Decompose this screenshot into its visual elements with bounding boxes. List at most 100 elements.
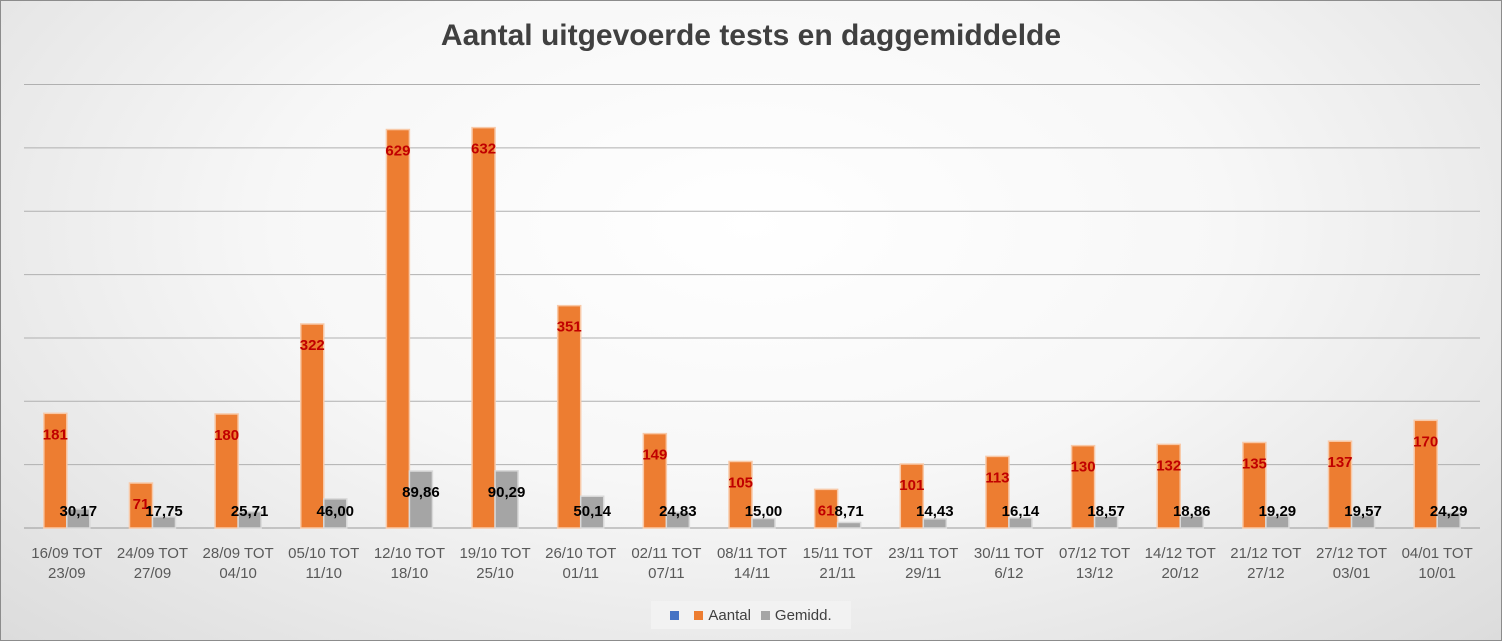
bar-aantal [1327,440,1353,529]
bar-aantal [385,128,411,529]
data-label-aantal: 113 [985,469,1009,486]
bar-gemidd [579,495,605,529]
x-tick-label: 07/12 TOT 13/12 [1059,545,1130,582]
x-tick-label: 21/12 TOT 27/12 [1230,545,1301,582]
x-tick-label-line: 20/12 [1161,565,1199,582]
data-label-gemidd: 18,57 [1087,503,1125,520]
data-label-gemidd: 89,86 [402,484,440,501]
bar-aantal [471,126,496,529]
bar-gemidd [836,521,862,529]
x-tick-label-line: 04/01 TOT [1402,545,1473,562]
bar-aantal [556,304,582,529]
x-tick-label-line: 02/11 TOT [631,545,701,562]
legend-swatch-aantal [694,610,704,620]
x-tick-label-line: 27/12 TOT [1316,545,1387,562]
x-tick-label-line: 6/12 [994,565,1023,582]
bar-aantal [813,488,839,529]
bar-gemidd [1179,515,1204,529]
bar-gemidd [922,518,948,529]
data-label-aantal: 629 [385,143,410,160]
bar-gemidd [751,517,776,529]
data-label-gemidd: 24,29 [1430,503,1468,520]
bar-gemidd [1008,517,1033,529]
data-label-gemidd: 19,29 [1259,503,1297,520]
bar-aantal [642,432,668,529]
data-label-aantal: 135 [1242,455,1267,472]
x-tick-label-line: 03/01 [1333,565,1371,582]
x-tick-label-line: 05/10 TOT [288,545,359,562]
legend-label-gemidd: Gemidd. [774,606,832,624]
x-tick-label-line: 12/10 TOT [374,545,445,562]
data-label-gemidd: 46,00 [316,503,354,520]
data-label-aantal: 132 [1156,457,1181,474]
data-label-gemidd: 90,29 [488,484,526,501]
bar-gemidd [1350,514,1376,529]
chart-legend: Aantal Gemidd. [651,601,851,629]
data-label-aantal: 632 [471,141,496,158]
x-tick-label: 24/09 TOT 27/09 [117,545,188,582]
x-tick-label-line: 14/11 [734,565,770,582]
data-label-aantal: 105 [728,474,753,491]
x-tick-label-line: 15/11 TOT [803,545,873,562]
data-label-gemidd: 15,00 [745,503,783,520]
bar-aantal [300,323,325,529]
x-tick-label-line: 18/10 [391,565,429,582]
x-tick-label-line: 16/09 TOT [31,545,102,562]
x-tick-label-line: 07/11 [648,565,684,582]
data-label-aantal: 181 [43,426,68,443]
data-label-aantal: 351 [557,319,582,336]
x-tick-label: 04/01 TOT 10/01 [1402,545,1473,582]
data-label-gemidd: 8,71 [835,503,864,520]
data-label-aantal: 149 [642,447,667,464]
x-tick-label: 12/10 TOT 18/10 [374,545,445,582]
legend-swatch-gemidd [760,610,770,620]
x-tick-label-line: 24/09 TOT [117,545,188,562]
data-label-gemidd: 14,43 [916,503,954,520]
x-tick-label-line: 30/11 TOT [974,545,1044,562]
data-label-aantal: 101 [899,477,924,494]
data-label-gemidd: 50,14 [573,503,611,520]
x-tick-label-line: 19/10 TOT [459,545,530,562]
bar-gemidd [1436,511,1461,529]
x-tick-label: 23/11 TOT 29/11 [888,545,958,582]
bar-aantal [1242,441,1267,529]
bar-gemidd [1265,515,1290,529]
x-tick-label-line: 27/09 [134,565,172,582]
bar-aantal [899,463,925,529]
x-tick-label: 30/11 TOT 6/12 [974,545,1044,582]
data-label-aantal: 130 [1071,459,1096,476]
bar-aantal [985,455,1010,529]
data-label-gemidd: 16,14 [1002,503,1040,520]
data-label-gemidd: 19,57 [1344,503,1382,520]
data-label-gemidd: 25,71 [231,503,269,520]
x-tick-label-line: 21/11 [819,565,855,582]
x-tick-label: 28/09 TOT 04/10 [203,545,274,582]
x-tick-label: 08/11 TOT 14/11 [717,545,787,582]
data-label-gemidd: 17,75 [145,503,183,520]
bar-aantal [43,412,68,529]
x-tick-label: 16/09 TOT 23/09 [31,545,102,582]
x-tick-label-line: 23/09 [48,565,86,582]
x-tick-label-line: 13/12 [1076,565,1114,582]
x-tick-label-line: 01/11 [562,565,598,582]
bar-gemidd [151,516,177,529]
bar-aantal [728,460,753,529]
x-tick-label-line: 11/10 [306,565,342,582]
x-tick-label-line: 25/10 [476,565,514,582]
data-label-aantal: 322 [300,337,325,354]
x-tick-label-line: 28/09 TOT [203,545,274,562]
x-tick-label: 14/12 TOT 20/12 [1145,545,1216,582]
data-label-aantal: 180 [214,427,239,444]
x-tick-label: 19/10 TOT 25/10 [459,545,530,582]
data-label-aantal: 170 [1413,433,1438,450]
chart-title: Aantal uitgevoerde tests en daggemiddeld… [440,19,1062,52]
data-label-aantal: 137 [1328,454,1353,471]
bar-gemidd [1093,515,1119,529]
bar-aantal [214,413,239,529]
legend-label-aantal: Aantal [708,606,751,624]
bar-gemidd [494,470,519,529]
x-tick-label-line: 14/12 TOT [1145,545,1216,562]
x-tick-label-line: 27/12 [1247,565,1285,582]
bar-gemidd [323,498,348,529]
